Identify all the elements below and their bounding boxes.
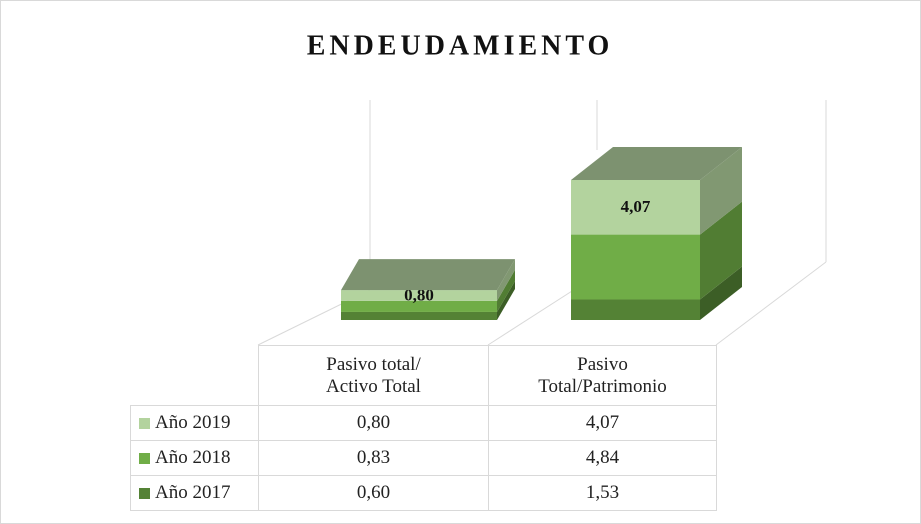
- table-value: 4,84: [488, 440, 717, 476]
- bar-front: [341, 311, 497, 320]
- legend-label: Año 2019: [155, 412, 231, 433]
- bar-front: [571, 180, 700, 235]
- bar-top: [341, 259, 515, 291]
- table-value: 4,07: [488, 405, 717, 441]
- bar-side: [700, 266, 742, 320]
- bar-front: [341, 290, 497, 301]
- bar-front: [571, 234, 700, 300]
- chart-title: ENDEUDAMIENTO: [307, 30, 614, 61]
- bar-side: [497, 280, 515, 320]
- data-label: 0,80: [404, 285, 434, 304]
- legend-cell: Año 2018: [130, 440, 259, 476]
- legend-label: Año 2017: [155, 482, 231, 503]
- bar-side: [700, 201, 742, 300]
- table-value: 1,53: [488, 475, 717, 511]
- bar-side: [700, 147, 742, 235]
- table-value: 0,80: [258, 405, 489, 441]
- bar-side: [497, 259, 515, 301]
- table-header: Pasivo total/ Activo Total: [258, 345, 489, 406]
- legend-cell: Año 2019: [130, 405, 259, 441]
- table-value: 0,83: [258, 440, 489, 476]
- bar-side: [497, 269, 515, 312]
- bar-top: [571, 147, 742, 180]
- legend-label: Año 2018: [155, 447, 231, 468]
- legend-swatch: [139, 452, 150, 464]
- legend-cell: Año 2017: [130, 475, 259, 511]
- bar-front: [341, 300, 497, 312]
- table-value: 0,60: [258, 475, 489, 511]
- bar-front: [571, 299, 700, 320]
- data-label: 4,07: [621, 197, 651, 216]
- legend-swatch: [139, 487, 150, 499]
- legend-swatch: [139, 417, 150, 429]
- table-header: Pasivo Total/Patrimonio: [488, 345, 717, 406]
